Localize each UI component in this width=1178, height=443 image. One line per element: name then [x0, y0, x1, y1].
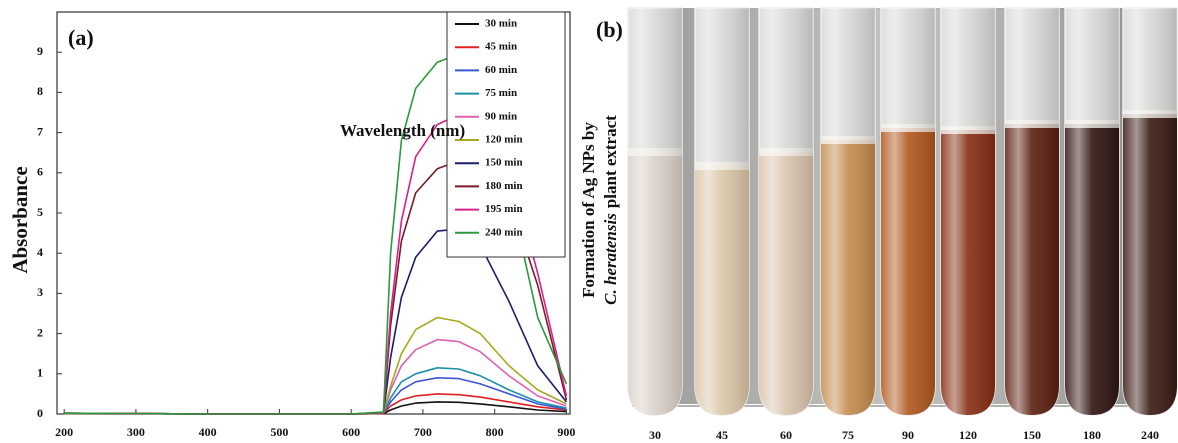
series-line [64, 393, 567, 415]
y-tick-label: 2 [37, 325, 43, 339]
legend-label: 60 min [485, 64, 517, 76]
label-rest: plant extract [601, 115, 620, 208]
series-line [64, 401, 567, 415]
y-tick-label: 4 [37, 245, 43, 259]
x-tick-label: 90 [902, 428, 914, 442]
x-tick-label: 800 [486, 425, 504, 439]
x-tick-label: 60 [780, 428, 792, 442]
x-tick-label: 400 [199, 425, 217, 439]
tube-glare [1123, 8, 1177, 415]
y-tick-label: 9 [37, 44, 43, 58]
x-tick-label: 150 [1023, 428, 1041, 442]
x-tick-label: 45 [716, 428, 728, 442]
panel-b: 30 45 60 75 90 120 150 180 240 (b) Formation of Ag… [579, 7, 1178, 442]
panel-a: 0 1 2 3 4 5 6 7 8 9 200 300 400 500 600 700 800 900 30 min… [8, 11, 575, 439]
x-tick-label: 300 [127, 425, 145, 439]
species-name: C. heratensis [601, 213, 620, 305]
y-tick-label: 5 [37, 205, 43, 219]
tube-glare [1065, 8, 1119, 415]
legend-label: 195 min [485, 203, 523, 215]
legend-label: 90 min [485, 110, 517, 122]
y-axis-label-line2: C. heratensis plant extract [601, 115, 620, 305]
legend-label: 75 min [485, 87, 517, 99]
legend-label: 120 min [485, 134, 523, 146]
tube-glare [759, 8, 813, 415]
legend-label: 30 min [485, 18, 517, 30]
tube-glare [881, 8, 935, 415]
tube-glare [628, 8, 682, 415]
x-tick-label: 600 [342, 425, 360, 439]
tube-glare [941, 8, 995, 415]
y-axis-label-line1: Formation of Ag NPs by [579, 122, 598, 298]
y-tick-label: 0 [37, 406, 43, 420]
legend-label: 45 min [485, 41, 517, 53]
tube-glare [821, 8, 875, 415]
tube-glare [1005, 8, 1059, 415]
y-axis-label: Absorbance [8, 166, 32, 273]
x-axis-label: Wavelength (nm) [340, 121, 465, 140]
x-tick-label: 180 [1083, 428, 1101, 442]
legend-label: 180 min [485, 180, 523, 192]
panel-label: (a) [68, 25, 94, 50]
y-tick-label: 3 [37, 285, 43, 299]
series-line [64, 367, 567, 415]
y-tick-label: 6 [37, 165, 43, 179]
y-tick-label: 8 [37, 84, 43, 98]
y-tick-label: 1 [37, 366, 43, 380]
x-tick-label: 120 [959, 428, 977, 442]
panel-label: (b) [596, 17, 623, 42]
x-tick-label: 900 [557, 425, 575, 439]
y-tick-label: 7 [37, 124, 43, 138]
legend-label: 150 min [485, 157, 523, 169]
series-line [64, 338, 567, 415]
legend-label: 240 min [485, 226, 523, 238]
x-tick-label: 240 [1141, 428, 1159, 442]
legend-box [446, 11, 566, 258]
x-tick-label: 700 [414, 425, 432, 439]
x-tick-label: 200 [55, 425, 73, 439]
x-tick-label: 500 [270, 425, 288, 439]
x-tick-label: 30 [649, 428, 661, 442]
series-line [64, 377, 567, 415]
tube-glare [695, 8, 749, 415]
x-tick-label: 75 [842, 428, 854, 442]
